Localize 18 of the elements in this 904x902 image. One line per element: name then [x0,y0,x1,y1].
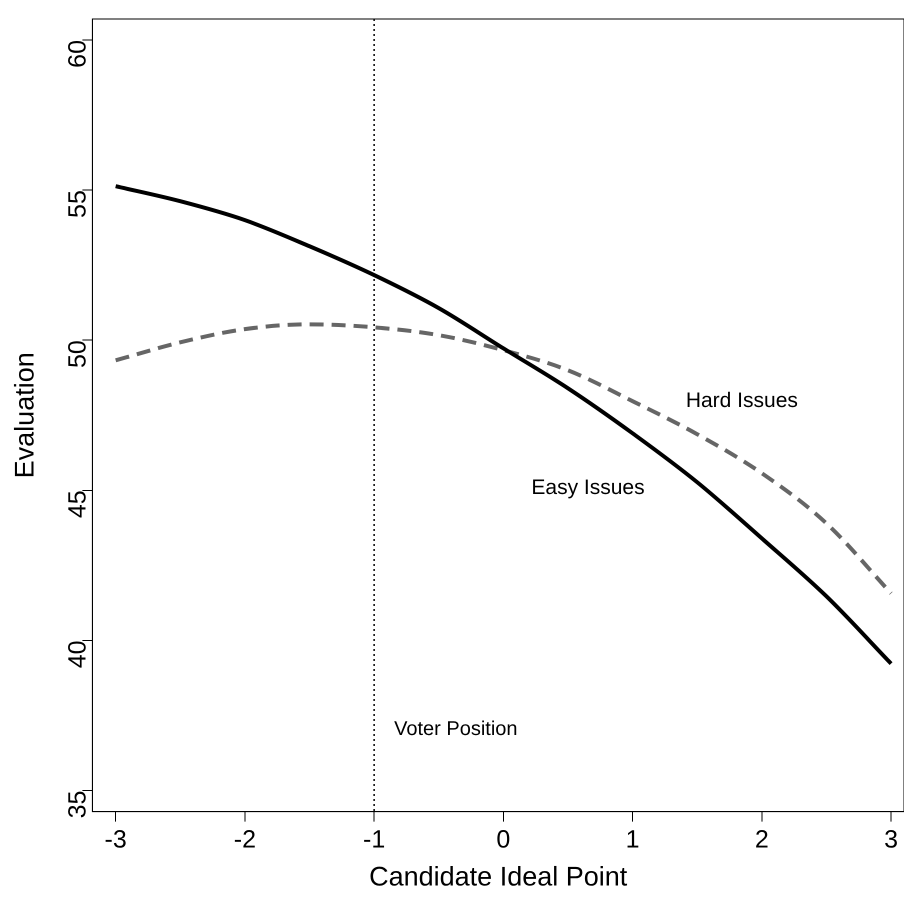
y-tick-label: 50 [63,340,92,368]
ref-line-label: Voter Position [394,718,518,740]
y-tick-label: 40 [63,640,92,668]
y-tick-label: 55 [63,190,92,218]
y-axis-title: Evaluation [10,352,40,478]
y-tick-label: 60 [63,40,92,68]
x-tick-label: 0 [496,825,510,854]
x-axis-title: Candidate Ideal Point [369,861,628,892]
x-tick-label: -1 [363,825,386,854]
series-label: Easy Issues [531,476,645,500]
series-label: Hard Issues [686,389,798,412]
x-tick-label: 2 [754,825,769,854]
y-tick-label: 45 [63,490,92,518]
x-tick-label: 3 [884,825,898,854]
x-tick-label: 1 [626,825,640,854]
x-tick-label: -3 [104,825,127,854]
x-tick-label: -2 [234,825,256,854]
y-tick-label: 35 [63,790,92,818]
